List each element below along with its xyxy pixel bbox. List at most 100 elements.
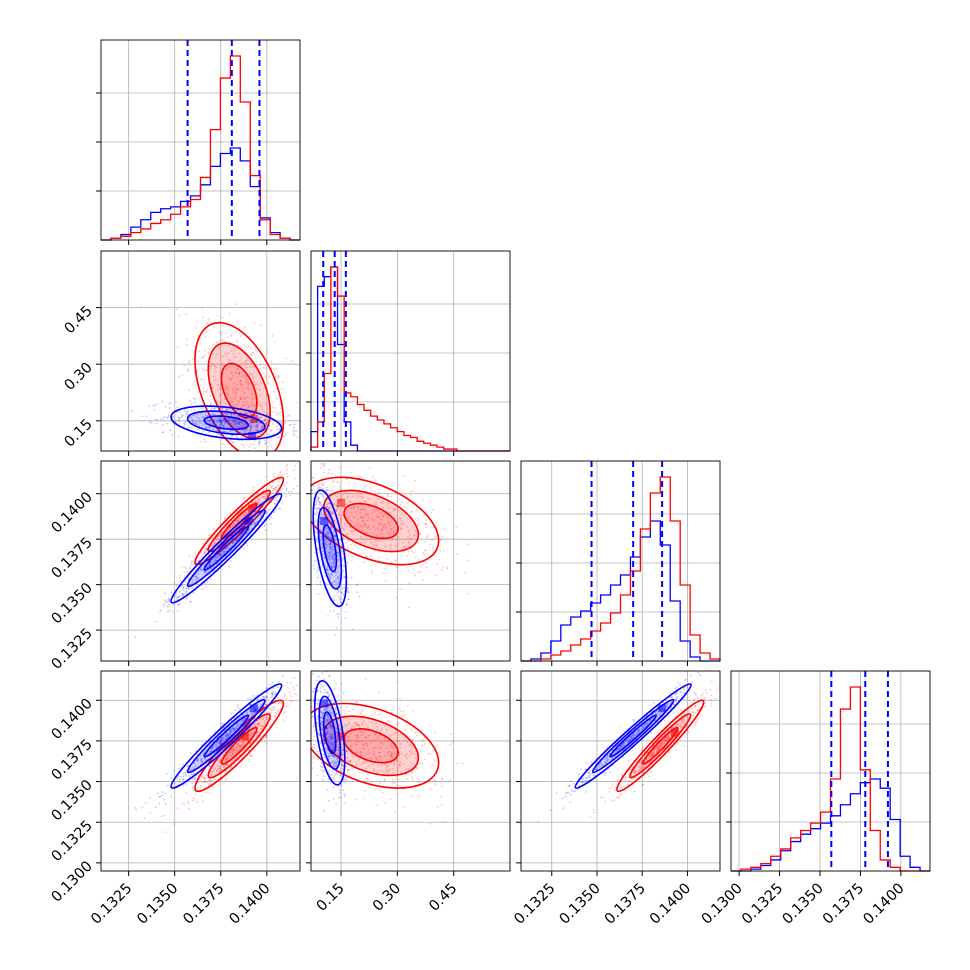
red-point [233,748,236,751]
blue-point [220,424,223,426]
red-point [202,357,205,359]
red-point [406,525,409,528]
red-point [386,505,389,508]
blue-point [279,507,282,510]
red-point [346,756,349,759]
blue-point [323,740,326,743]
red-point [409,534,411,536]
red-point [242,513,245,516]
red-point [426,752,429,755]
red-point [254,384,257,387]
red-point [339,488,342,491]
red-point [221,355,224,358]
blue-point [177,775,180,778]
red-point [264,403,267,406]
blue-point [222,434,224,437]
red-point [364,486,367,488]
blue-point [154,621,157,623]
blue-point [258,705,261,708]
red-point [402,522,405,525]
red-point [384,567,387,570]
blue-point [192,778,195,780]
red-point [225,386,228,389]
red-histogram-step [310,266,510,452]
blue-contour-2 [186,698,266,774]
red-point [259,382,262,385]
red-point [387,502,390,504]
red-point [390,539,393,541]
red-point [254,397,257,400]
blue-point [201,579,204,582]
red-point [198,422,201,424]
blue-point [326,532,329,535]
blue-point [253,522,256,525]
blue-point [164,592,166,595]
blue-point [238,738,241,741]
red-point [316,499,319,502]
blue-point [162,431,164,434]
blue-point [198,417,201,420]
blue-point [225,420,228,422]
blue-point [192,414,195,417]
red-point [201,378,203,381]
blue-point [216,741,219,744]
blue-point [174,420,177,423]
blue-point [320,535,323,537]
red-point [403,546,406,549]
red-point [250,427,252,430]
red-point [409,743,412,746]
red-point [362,516,365,519]
blue-point [170,777,173,780]
blue-point [190,768,193,771]
blue-point [327,694,330,697]
blue-point [243,429,246,432]
red-point [312,725,315,727]
red-point [362,519,364,522]
red-point [289,691,291,694]
blue-point [226,737,229,739]
blue-point [327,472,330,475]
red-point [204,563,206,565]
red-point [385,729,388,731]
histogram-panel-0 [96,39,301,245]
red-point [374,528,377,531]
blue-point [322,514,325,517]
blue-point [316,536,318,539]
red-point [361,723,364,726]
red-point [434,746,437,748]
red-point [408,545,411,548]
blue-point [285,433,287,436]
red-point [365,761,368,764]
red-point [361,516,363,519]
red-point [309,730,311,732]
red-point [332,480,334,483]
blue-point [334,571,337,574]
red-point [338,796,340,798]
blue-point [179,580,182,582]
red-point [212,528,215,531]
red-point [279,700,281,703]
red-point [287,687,289,689]
red-point [222,753,225,756]
red-point [389,544,392,547]
red-point [331,774,334,776]
blue-point [327,532,330,535]
red-point [270,445,273,448]
blue-point [358,595,361,598]
red-point [214,541,217,544]
blue-point [208,425,211,428]
blue-point [204,440,207,443]
blue-point [230,541,233,544]
blue-point [332,565,335,568]
blue-point [160,418,162,421]
red-point [429,788,432,791]
blue-point [186,765,189,768]
red-point [222,364,225,367]
blue-point [347,598,350,600]
blue-point [253,518,255,521]
red-point [261,402,264,404]
red-point [227,344,230,347]
red-point [340,706,343,709]
red-point [237,400,239,402]
red-point [360,751,363,754]
